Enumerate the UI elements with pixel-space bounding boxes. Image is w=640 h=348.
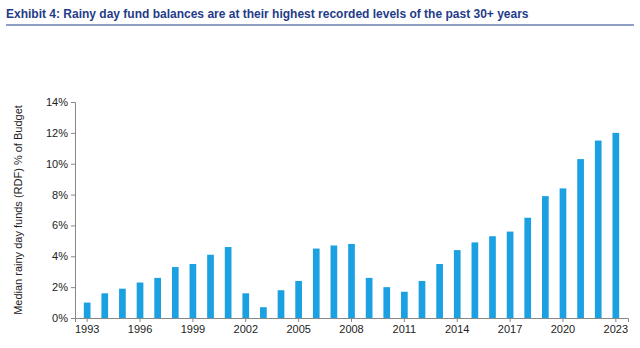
- bar: [577, 159, 584, 318]
- bar: [278, 290, 285, 318]
- bar: [295, 281, 302, 318]
- y-axis: 0% 2% 4% 6% 8% 10% 12% 14%: [46, 96, 76, 324]
- x-tick: 2002: [234, 318, 258, 335]
- y-tick: 14%: [46, 96, 75, 108]
- x-tick-label: 1993: [75, 323, 99, 335]
- bar: [119, 289, 126, 318]
- x-tick-mark: [615, 318, 616, 322]
- bar: [172, 267, 179, 318]
- bar: [101, 293, 108, 318]
- x-tick-label: 2011: [393, 323, 417, 335]
- bar: [137, 283, 144, 318]
- y-tick-label: 4%: [52, 250, 68, 262]
- y-tick-mark: [71, 102, 75, 103]
- x-tick-label: 2020: [551, 323, 575, 335]
- y-tick: 10%: [46, 158, 75, 170]
- x-tick-mark: [457, 318, 458, 322]
- bar: [225, 247, 232, 318]
- x-tick: 2020: [551, 318, 575, 335]
- y-tick-mark: [71, 318, 75, 319]
- bar: [84, 303, 91, 318]
- y-tick: 0%: [52, 312, 75, 324]
- x-tick-label: 2002: [234, 323, 258, 335]
- x-tick-label: 2017: [498, 323, 522, 335]
- y-tick-label: 2%: [52, 281, 68, 293]
- bar: [612, 133, 619, 318]
- y-tick: 8%: [52, 189, 75, 201]
- x-tick-mark: [510, 318, 511, 322]
- y-tick-mark: [71, 195, 75, 196]
- y-tick-mark: [71, 164, 75, 165]
- y-tick-mark: [71, 133, 75, 134]
- y-tick-label: 6%: [52, 219, 68, 231]
- bar: [260, 307, 267, 318]
- y-axis-title: Median rainy day funds (RDF) % of Budget: [12, 105, 24, 315]
- bar: [366, 278, 373, 318]
- bar: [595, 141, 602, 318]
- bar: [542, 196, 549, 318]
- y-tick-label: 10%: [46, 158, 68, 170]
- y-tick-mark: [71, 225, 75, 226]
- x-tick-mark: [140, 318, 141, 322]
- chart: Exhibit 4: Rainy day fund balances are a…: [0, 0, 640, 348]
- bar: [454, 250, 461, 318]
- bar: [560, 188, 567, 318]
- bar: [331, 245, 338, 318]
- x-tick-label: 2023: [604, 323, 628, 335]
- x-tick-mark: [87, 318, 88, 322]
- y-tick-label: 8%: [52, 189, 68, 201]
- x-axis-line: [76, 319, 629, 323]
- bar: [207, 255, 214, 318]
- x-tick: 1993: [75, 318, 99, 335]
- y-tick: 4%: [52, 250, 75, 262]
- x-tick-mark: [298, 318, 299, 322]
- x-tick-mark: [245, 318, 246, 322]
- bars: [84, 133, 619, 318]
- x-tick-mark: [562, 318, 563, 322]
- bar: [313, 249, 320, 318]
- x-tick: 1999: [181, 318, 205, 335]
- y-tick: 2%: [52, 281, 75, 293]
- x-tick-label: 2005: [286, 323, 310, 335]
- y-axis-line: [71, 103, 76, 319]
- bar: [401, 292, 408, 318]
- x-tick: 2008: [339, 318, 363, 335]
- bar: [436, 264, 443, 318]
- x-tick-mark: [351, 318, 352, 322]
- x-tick: 2023: [604, 318, 628, 335]
- x-axis: 1993 1996 1999 2002 2005 2008 2011 2014 2017 2020…: [75, 318, 629, 335]
- x-tick-mark: [404, 318, 405, 322]
- x-tick: 2011: [393, 318, 417, 335]
- bar: [154, 278, 161, 318]
- y-tick: 12%: [46, 127, 75, 139]
- y-tick-mark: [71, 256, 75, 257]
- x-tick-label: 2008: [339, 323, 363, 335]
- x-tick: 2017: [498, 318, 522, 335]
- x-tick: 2005: [286, 318, 310, 335]
- y-tick: 6%: [52, 219, 75, 231]
- x-tick-mark: [192, 318, 193, 322]
- title: Exhibit 4: Rainy day fund balances are a…: [6, 7, 529, 21]
- bar: [242, 293, 249, 318]
- y-tick-label: 0%: [52, 312, 68, 324]
- x-tick-label: 2014: [445, 323, 469, 335]
- x-tick-label: 1996: [128, 323, 152, 335]
- bar: [507, 232, 514, 318]
- bar: [383, 287, 390, 318]
- x-tick: 2014: [445, 318, 469, 335]
- y-tick-mark: [71, 287, 75, 288]
- bar: [489, 236, 496, 318]
- bar: [348, 244, 355, 318]
- y-tick-label: 12%: [46, 127, 68, 139]
- plot: 0% 2% 4% 6% 8% 10% 12% 14% 1993 1996 1999 2002 2005 2…: [46, 96, 629, 335]
- bar: [419, 281, 426, 318]
- x-tick: 1996: [128, 318, 152, 335]
- x-tick-label: 1999: [181, 323, 205, 335]
- y-tick-label: 14%: [46, 96, 68, 108]
- bar: [190, 264, 197, 318]
- bar: [472, 242, 479, 318]
- bar: [524, 218, 531, 318]
- title-rule: [6, 25, 634, 26]
